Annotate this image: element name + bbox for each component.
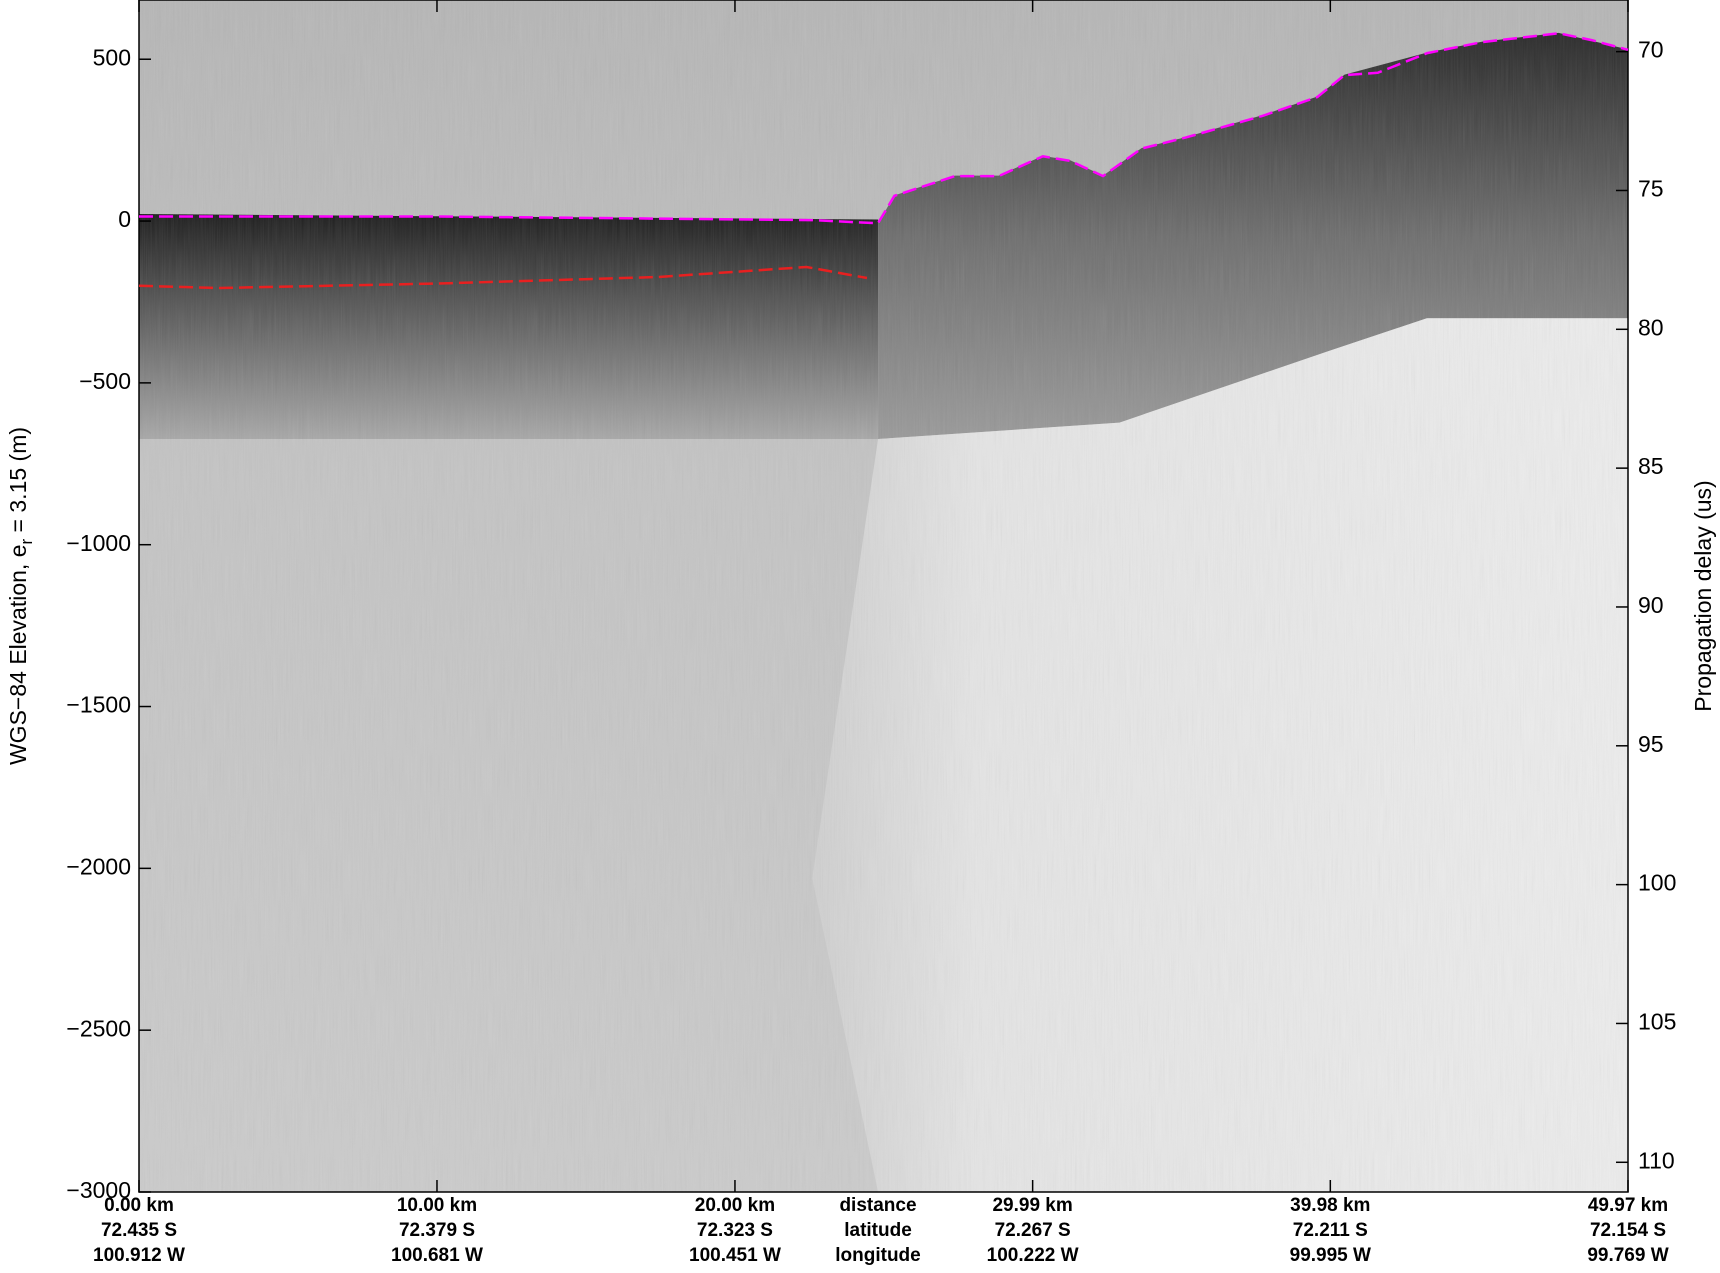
x-tick-longitude: 100.912 W bbox=[93, 1245, 185, 1266]
x-row-label: latitude bbox=[844, 1220, 912, 1241]
x-tick-longitude: 100.681 W bbox=[391, 1245, 483, 1266]
y2-tick-label: 70 bbox=[1638, 37, 1664, 63]
y2-axis-label: Propagation delay (us) bbox=[1690, 480, 1716, 711]
y-tick-label: 0 bbox=[118, 206, 131, 232]
y2-tick-label: 105 bbox=[1638, 1009, 1676, 1035]
y2-tick-label: 95 bbox=[1638, 731, 1664, 757]
y-tick-label: −3000 bbox=[66, 1177, 131, 1203]
y-label-main: WGS−84 Elevation, e bbox=[5, 544, 31, 765]
y-tick-label: −2000 bbox=[66, 853, 131, 879]
x-tick-label: 10.00 km bbox=[397, 1195, 477, 1216]
y-label-suffix: = 3.15 (m) bbox=[5, 427, 31, 539]
x-tick-label: 20.00 km bbox=[695, 1195, 775, 1216]
echogram bbox=[139, 0, 1628, 1192]
y-tick-label: −500 bbox=[79, 368, 131, 394]
x-tick-label: 49.97 km bbox=[1588, 1195, 1668, 1216]
x-row-label: longitude bbox=[835, 1245, 920, 1266]
y-tick-label: −2500 bbox=[66, 1015, 131, 1041]
pick-line bbox=[139, 32, 1629, 225]
x-row-label: distance bbox=[839, 1195, 916, 1216]
x-tick-label: 29.99 km bbox=[992, 1195, 1072, 1216]
plot-frame bbox=[138, 0, 1629, 1193]
y2-tick-label: 100 bbox=[1638, 870, 1676, 896]
x-tick-longitude: 100.451 W bbox=[689, 1245, 781, 1266]
x-tick-label: 39.98 km bbox=[1290, 1195, 1370, 1216]
y-tick-label: −1500 bbox=[66, 692, 131, 718]
x-tick-longitude: 100.222 W bbox=[987, 1245, 1079, 1266]
y-axis-label: WGS−84 Elevation, er = 3.15 (m) bbox=[5, 427, 36, 765]
y2-tick-label: 110 bbox=[1638, 1147, 1675, 1173]
x-tick-latitude: 72.435 S bbox=[101, 1220, 177, 1241]
y2-tick-label: 80 bbox=[1638, 314, 1664, 340]
x-tick-latitude: 72.323 S bbox=[697, 1220, 773, 1241]
y2-tick-label: 90 bbox=[1638, 592, 1664, 618]
x-tick-label: 0.00 km bbox=[104, 1195, 174, 1216]
y2-tick-label: 75 bbox=[1638, 176, 1664, 202]
x-tick-latitude: 72.267 S bbox=[995, 1220, 1071, 1241]
y-tick-label: −1000 bbox=[66, 530, 131, 556]
x-tick-latitude: 72.379 S bbox=[399, 1220, 475, 1241]
y-tick-label: 500 bbox=[93, 44, 131, 70]
y-label-subscript: r bbox=[17, 538, 36, 544]
x-tick-longitude: 99.769 W bbox=[1587, 1245, 1668, 1266]
y2-tick-label: 85 bbox=[1638, 453, 1664, 479]
x-tick-latitude: 72.211 S bbox=[1293, 1220, 1368, 1241]
x-tick-latitude: 72.154 S bbox=[1590, 1220, 1666, 1241]
x-tick-longitude: 99.995 W bbox=[1290, 1245, 1371, 1266]
pick-line bbox=[138, 265, 868, 290]
